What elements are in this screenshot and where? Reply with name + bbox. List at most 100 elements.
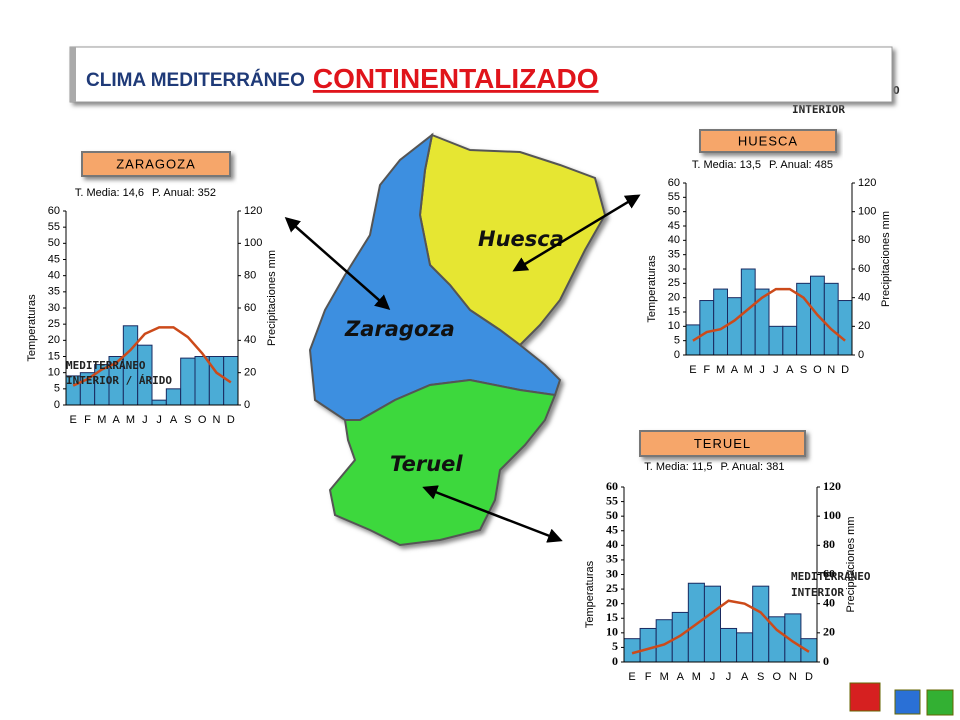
y-axis-label: Temperaturas [26,294,38,362]
y2-tick-label: 60 [823,566,835,580]
arrow [284,217,391,310]
x-tick-label: E [628,671,635,683]
y-tick-label: 25 [668,277,680,289]
temperature-line [631,599,810,655]
x-tick-label: D [841,364,849,376]
y2-tick-label: 60 [244,302,256,314]
y2-tick-label: 100 [858,206,876,218]
y-tick-label: 60 [48,205,60,217]
x-tick-label: M [716,364,725,376]
x-tick-label: S [757,671,764,683]
y2-tick-label: 120 [858,177,876,189]
station-button [81,151,231,177]
y-tick-label: 25 [48,318,60,330]
y2-tick-label: 100 [244,237,262,249]
arrows [284,194,641,543]
precipitation-bar [671,611,689,663]
precipitation-bar [720,627,738,663]
y-tick-label: 50 [668,206,680,218]
arrow [512,194,641,272]
y2-tick-label: 0 [823,654,829,668]
station-button [639,430,806,457]
annual-precipitation: P. Anual: 485 [769,159,833,171]
annotation: INTERIOR / ÁRIDO [66,374,172,387]
y-tick-label: 30 [606,566,618,580]
precipitation-bar [180,357,196,406]
annotation: INTERIOR [792,103,845,116]
x-tick-label: A [112,414,120,426]
precipitation-bar [165,388,182,406]
x-tick-label: E [689,364,696,376]
x-tick-label: F [84,414,91,426]
y2-tick-label: 20 [858,320,870,332]
y-tick-label: 20 [668,292,680,304]
teruel-region [328,378,557,547]
y2-tick-label: 60 [858,263,870,275]
y-tick-label: 5 [674,335,680,347]
x-tick-label: D [227,414,235,426]
y-tick-label: 35 [48,286,60,298]
cube [894,689,921,715]
precipitation-bar [837,300,853,356]
climograph: ZARAGOZA T. Media: 14,6 P. Anual: 352 0 5 10 1… [26,151,278,426]
precipitation-bar [768,325,784,356]
precipitation-bar [639,627,657,663]
station-name: ZARAGOZA [116,156,196,171]
x-tick-label: M [97,414,106,426]
y2-tick-label: 40 [823,595,835,609]
x-tick-label: A [741,671,749,683]
precipitation-bar [194,356,210,406]
y-tick-label: 40 [606,537,618,551]
title-emphasis: CONTINENTALIZADO [313,63,599,94]
y-tick-label: 45 [668,220,680,232]
y-tick-label: 25 [606,581,618,595]
y2-axis-label: Precipitaciones mm [266,250,278,346]
y-tick-label: 0 [612,654,618,668]
y-tick-label: 55 [606,493,618,507]
y-tick-label: 45 [48,253,60,265]
y2-tick-label: 0 [244,399,250,411]
y2-tick-label: 80 [823,537,835,551]
precipitation-bar [752,585,770,663]
y2-tick-label: 40 [244,334,256,346]
mean-temperature: T. Media: 11,5 [644,461,712,473]
x-tick-label: A [170,414,178,426]
y-tick-label: 45 [606,523,618,537]
cube [926,689,954,716]
arrow [422,485,563,543]
y-tick-label: 30 [48,302,60,314]
annotation: MEDITERRÁNEO [66,359,146,372]
x-tick-label: J [156,414,162,426]
y-tick-label: 20 [606,595,618,609]
y2-tick-label: 80 [244,270,256,282]
x-tick-label: N [213,414,221,426]
x-tick-label: A [677,671,685,683]
x-tick-label: E [69,414,76,426]
annotation: INTERIOR [791,586,844,599]
y2-axis-label: Precipitaciones mm [880,211,892,307]
temperature-line [692,287,846,342]
x-tick-label: S [800,364,807,376]
x-tick-label: N [827,364,835,376]
x-tick-label: J [142,414,148,426]
x-tick-label: M [692,671,701,683]
y-tick-label: 35 [668,249,680,261]
logo [849,682,954,716]
y-tick-label: 60 [606,479,618,493]
x-tick-label: N [789,671,797,683]
cube [849,682,881,712]
x-tick-label: J [710,671,716,683]
x-tick-label: A [786,364,794,376]
y-tick-label: 5 [612,639,618,653]
x-tick-label: O [773,671,782,683]
x-tick-label: A [731,364,739,376]
y-tick-label: 60 [668,177,680,189]
title-accent [70,47,76,102]
y-tick-label: 10 [668,320,680,332]
y-tick-label: 10 [606,625,618,639]
precipitation-bar [823,282,839,356]
y2-tick-label: 20 [823,625,835,639]
